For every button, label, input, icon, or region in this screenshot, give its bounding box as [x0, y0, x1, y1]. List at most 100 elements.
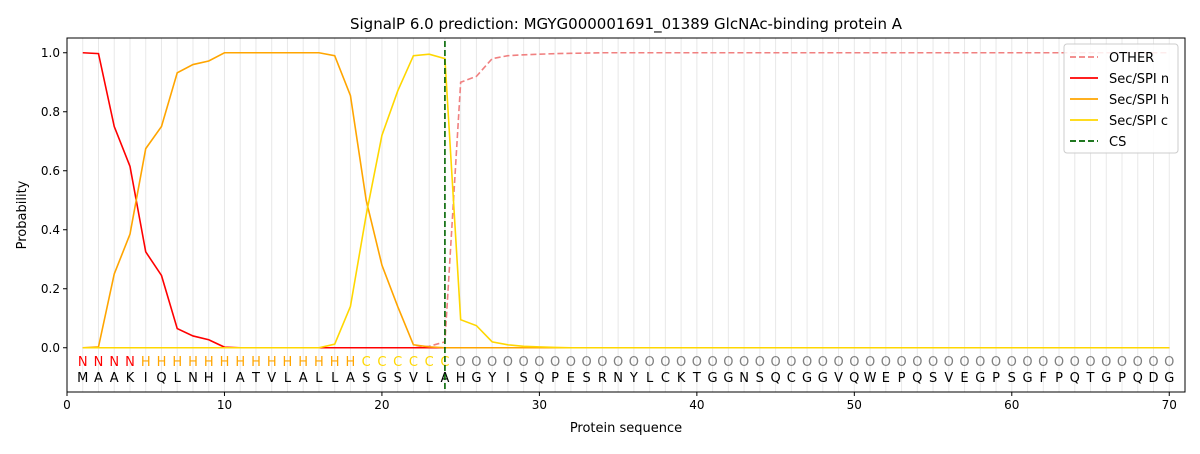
x-tick-label: 60 [1004, 398, 1019, 412]
region-label: O [1133, 355, 1143, 370]
region-label: O [865, 355, 875, 370]
region-label: O [471, 355, 481, 370]
region-label: O [802, 355, 812, 370]
region-label: O [1164, 355, 1174, 370]
y-tick-label: 0.0 [41, 341, 60, 355]
series-sec-spi-h [82, 51, 1170, 349]
y-tick-label: 1.0 [41, 46, 60, 60]
region-label: H [251, 355, 261, 370]
y-axis-label: Probability [15, 180, 30, 249]
plot-frame [66, 37, 1186, 393]
region-label: O [1038, 355, 1048, 370]
y-tick-label: 0.6 [41, 164, 60, 178]
region-label: O [566, 355, 576, 370]
region-label: O [629, 355, 639, 370]
region-label: O [912, 355, 922, 370]
region-label: H [267, 355, 277, 370]
region-label: O [770, 355, 780, 370]
x-tick-label: 40 [689, 398, 704, 412]
region-label: O [1101, 355, 1111, 370]
legend-label: CS [1109, 135, 1126, 150]
region-label: O [723, 355, 733, 370]
region-label: H [235, 355, 245, 370]
region-label: H [330, 355, 340, 370]
legend-box [1063, 43, 1179, 154]
region-label: O [1148, 355, 1158, 370]
region-label: O [692, 355, 702, 370]
region-label: O [597, 355, 607, 370]
region-label: H [188, 355, 198, 370]
region-label: O [1007, 355, 1017, 370]
legend-label: Sec/SPI n [1109, 72, 1169, 87]
region-label: O [944, 355, 954, 370]
region-label: H [172, 355, 182, 370]
region-label: O [896, 355, 906, 370]
x-tick-label: 70 [1162, 398, 1177, 412]
region-label: C [409, 355, 418, 370]
series-sec-spi-n [82, 51, 1170, 349]
region-label: O [519, 355, 529, 370]
region-label: O [928, 355, 938, 370]
region-label: O [456, 355, 466, 370]
region-label: H [141, 355, 151, 370]
region-label: O [1022, 355, 1032, 370]
region-label: O [707, 355, 717, 370]
region-label: O [645, 355, 655, 370]
legend-label: Sec/SPI h [1109, 93, 1169, 108]
region-label: O [881, 355, 891, 370]
region-label: O [660, 355, 670, 370]
x-tick-label: 30 [532, 398, 547, 412]
region-label: C [440, 355, 449, 370]
region-label: O [755, 355, 765, 370]
region-label: O [991, 355, 1001, 370]
series-sec-spi-c [82, 53, 1170, 349]
series-other [82, 51, 1170, 349]
x-tick-label: 0 [63, 398, 71, 412]
legend-label: OTHER [1109, 51, 1154, 66]
region-label: H [298, 355, 308, 370]
region-label: N [125, 355, 135, 370]
residue-sequence: MAAKIQLNHIATVLALLASGSVLAHGYISQPESRNYLCKT… [77, 371, 1174, 386]
region-label: O [1054, 355, 1064, 370]
x-tick-label: 10 [217, 398, 232, 412]
y-tick-label: 0.8 [41, 105, 60, 119]
region-label: O [676, 355, 686, 370]
region-label: O [818, 355, 828, 370]
legend-label: Sec/SPI c [1109, 114, 1168, 129]
region-label: O [1085, 355, 1095, 370]
x-tick-label: 20 [374, 398, 389, 412]
region-label: N [109, 355, 119, 370]
x-tick-label: 50 [847, 398, 862, 412]
region-label: C [425, 355, 434, 370]
region-label: H [314, 355, 324, 370]
x-axis-label: Protein sequence [570, 421, 682, 436]
region-label: O [833, 355, 843, 370]
region-label: N [94, 355, 104, 370]
region-label: O [534, 355, 544, 370]
region-label: O [487, 355, 497, 370]
chart-title: SignalP 6.0 prediction: MGYG000001691_01… [350, 15, 903, 34]
region-label: H [346, 355, 356, 370]
y-tick-label: 0.2 [41, 282, 60, 296]
region-label: O [503, 355, 513, 370]
region-label: O [613, 355, 623, 370]
region-label: O [582, 355, 592, 370]
region-label: O [849, 355, 859, 370]
region-label: O [739, 355, 749, 370]
region-label: H [283, 355, 293, 370]
region-label: O [1070, 355, 1080, 370]
region-label: O [786, 355, 796, 370]
region-label: C [362, 355, 371, 370]
region-label: C [393, 355, 402, 370]
region-label: H [157, 355, 167, 370]
region-label: O [975, 355, 985, 370]
region-label: C [377, 355, 386, 370]
region-label: H [220, 355, 230, 370]
y-tick-label: 0.4 [41, 223, 60, 237]
region-label: H [204, 355, 214, 370]
region-label: N [78, 355, 88, 370]
region-label: O [959, 355, 969, 370]
region-label: O [1117, 355, 1127, 370]
